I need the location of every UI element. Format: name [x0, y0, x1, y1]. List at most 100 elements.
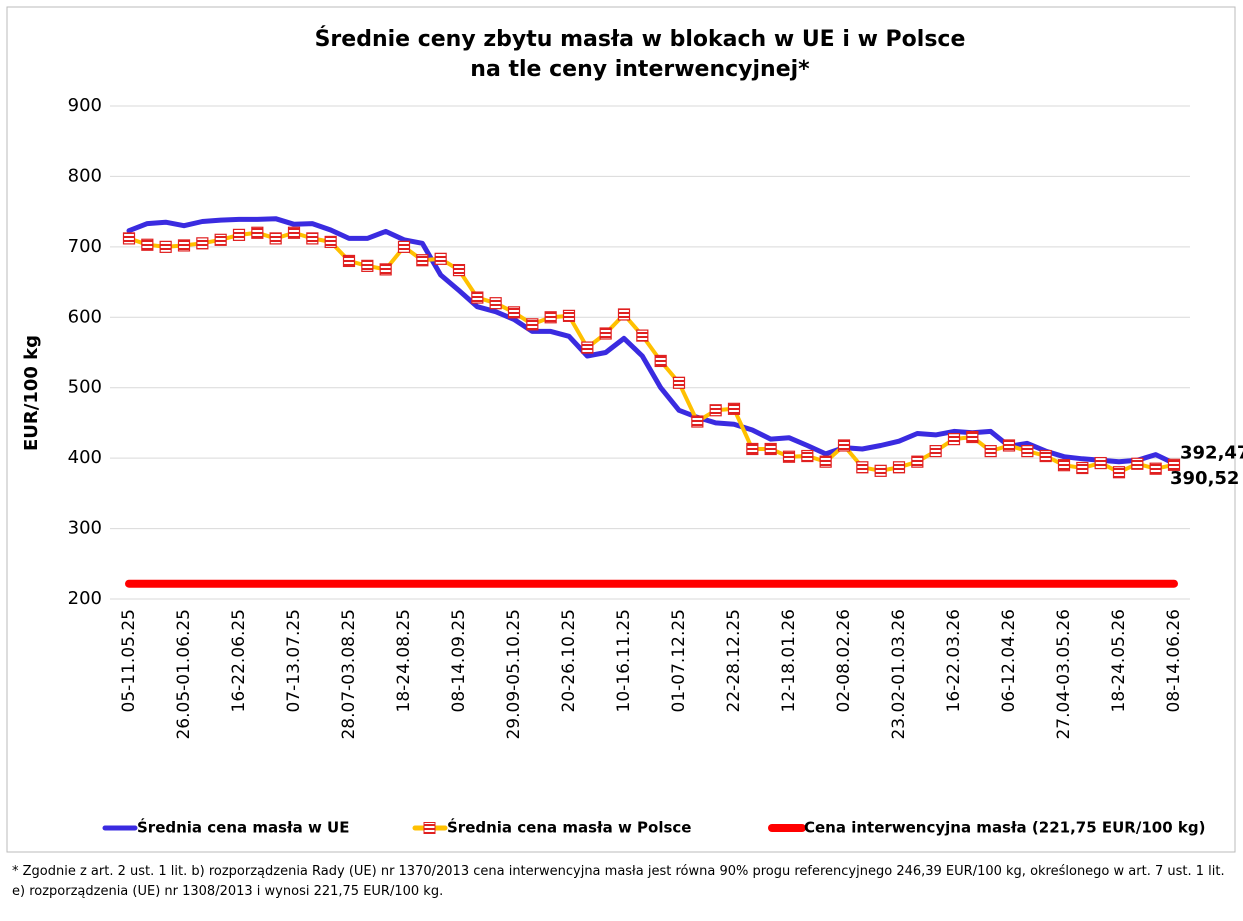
footnote: * Zgodnie z art. 2 ust. 1 lit. b) rozpor… [12, 864, 1225, 899]
chart-frame [6, 6, 1236, 853]
marker [1021, 445, 1034, 458]
marker [966, 430, 979, 444]
marker [324, 235, 337, 249]
marker [1094, 456, 1107, 470]
marker [1167, 458, 1181, 471]
marker [342, 254, 356, 268]
marker [507, 306, 521, 319]
x-tick-label: 18-24.05.26 [1109, 609, 1129, 712]
marker [251, 226, 264, 239]
data-label: 390,52 [1170, 468, 1239, 489]
x-tick-label: 10-16.11.25 [614, 609, 634, 712]
marker [709, 404, 722, 417]
x-tick-label: 06-12.04.26 [999, 609, 1019, 712]
marker [196, 237, 209, 250]
marker [287, 226, 301, 239]
x-tick-label: 22-28.12.25 [724, 609, 744, 712]
marker [562, 309, 576, 322]
marker [782, 450, 796, 463]
x-tick-label: 16-22.03.26 [944, 609, 964, 712]
marker [1057, 459, 1071, 472]
marker [691, 415, 704, 428]
marker [379, 263, 392, 276]
marker [801, 449, 814, 463]
legend-marker [423, 822, 436, 834]
series-line [126, 216, 1177, 466]
marker [471, 291, 484, 304]
legend-label: Cena interwencyjna masła (221,75 EUR/100… [804, 819, 1205, 837]
marker [764, 442, 777, 456]
marker [599, 327, 612, 340]
marker [141, 238, 154, 251]
chart-title: Średnie ceny zbytu masła w blokach w UE … [315, 26, 966, 52]
marker [361, 259, 374, 272]
marker [654, 354, 667, 368]
marker [856, 461, 869, 474]
x-tick-label: 27.04-03.05.26 [1054, 609, 1074, 740]
x-tick-label: 18-24.08.25 [394, 609, 414, 712]
marker [837, 439, 851, 452]
y-tick-label: 800 [68, 165, 102, 186]
marker [526, 318, 539, 331]
x-tick-label: 12-18.01.26 [779, 609, 799, 712]
x-tick-label: 08-14.09.25 [449, 609, 469, 712]
marker [416, 254, 429, 267]
marker [177, 239, 191, 252]
legend-label: Średnia cena masła w Polsce [447, 818, 691, 837]
marker [434, 252, 447, 265]
marker [452, 263, 466, 277]
x-tick-label: 28.07-03.08.25 [339, 609, 359, 740]
y-tick-label: 700 [68, 236, 102, 257]
y-tick-label: 300 [68, 518, 102, 539]
x-tick-label: 26.05-01.06.25 [174, 609, 194, 740]
marker [232, 228, 246, 241]
marker [489, 297, 502, 310]
x-tick-label: 20-26.10.25 [559, 609, 579, 712]
y-tick-label: 600 [68, 306, 102, 327]
y-tick-label: 400 [68, 447, 102, 468]
marker [269, 232, 282, 245]
marker [617, 308, 631, 321]
y-axis-label: EUR/100 kg [21, 335, 42, 451]
marker [1039, 449, 1052, 463]
marker [159, 240, 172, 253]
marker [306, 232, 319, 245]
marker [1076, 461, 1089, 475]
marker [892, 461, 906, 474]
y-tick-label: 900 [68, 95, 102, 116]
marker [727, 402, 741, 415]
data-label: 392,47 [1180, 442, 1243, 463]
marker [1002, 439, 1016, 452]
marker [984, 445, 997, 458]
marker [819, 455, 832, 468]
y-tick-label: 200 [68, 588, 102, 609]
x-tick-label: 23.02-01.03.26 [889, 609, 909, 740]
marker [1149, 462, 1162, 475]
x-tick-label: 02-08.02.26 [834, 609, 854, 712]
x-tick-label: 29.09-05.10.25 [504, 609, 524, 740]
x-tick-label: 01-07.12.25 [669, 609, 689, 712]
marker [1131, 457, 1144, 470]
marker [122, 232, 136, 245]
x-tick-label: 07-13.07.25 [284, 609, 304, 712]
marker [1112, 466, 1126, 479]
chart-title: na tle ceny interwencyjnej* [470, 57, 810, 82]
marker [929, 445, 942, 458]
y-tick-label: 500 [68, 377, 102, 398]
marker [214, 233, 227, 246]
x-tick-label: 16-22.06.25 [229, 609, 249, 712]
marker [636, 329, 649, 342]
marker [581, 341, 594, 354]
legend-label: Średnia cena masła w UE [137, 818, 349, 837]
x-tick-label: 08-14.06.26 [1164, 609, 1184, 712]
x-tick-label: 05-11.05.25 [119, 609, 139, 712]
marker [397, 240, 411, 253]
marker [544, 311, 557, 324]
marker [947, 433, 961, 446]
series-line [127, 230, 1176, 475]
marker [911, 455, 924, 468]
marker [874, 464, 887, 477]
marker [746, 442, 759, 456]
